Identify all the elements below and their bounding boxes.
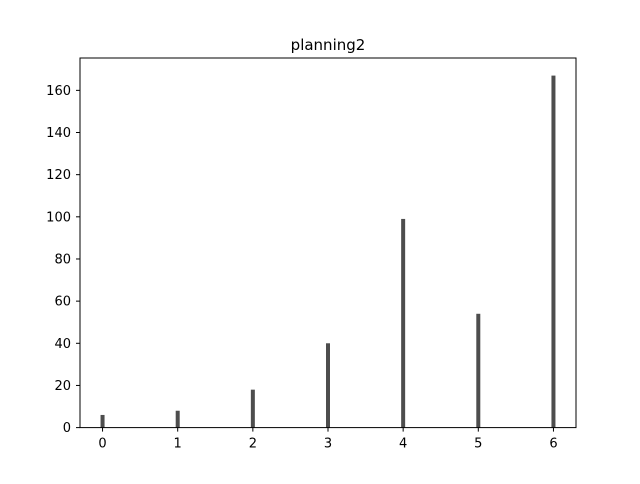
x-tick-label: 5	[474, 437, 482, 452]
bar-2	[250, 389, 255, 428]
y-tick-label: 160	[46, 84, 71, 99]
y-tick-label: 100	[46, 210, 71, 225]
x-tick-label: 0	[98, 437, 106, 452]
y-tick-label: 120	[46, 168, 71, 183]
y-tick-label: 60	[54, 295, 71, 310]
chart-title: planning2	[291, 36, 366, 54]
bar-6	[551, 75, 556, 428]
y-tick-label: 0	[63, 421, 71, 436]
y-tick-label: 20	[54, 379, 71, 394]
bar-3	[326, 343, 330, 428]
y-tick-label: 40	[54, 337, 71, 352]
bar-5	[476, 313, 481, 428]
y-tick-label: 140	[46, 126, 71, 141]
plot-frame	[79, 57, 577, 429]
x-tick-label: 3	[324, 437, 332, 452]
bar-1	[175, 410, 180, 428]
x-tick-label: 6	[549, 437, 557, 452]
x-tick-label: 1	[174, 437, 182, 452]
bars-layer	[100, 75, 556, 428]
bar-4	[401, 218, 406, 428]
x-tick-label: 2	[249, 437, 257, 452]
bar-0	[100, 414, 105, 428]
y-tick-label: 80	[54, 252, 71, 267]
x-tick-label: 4	[399, 437, 407, 452]
